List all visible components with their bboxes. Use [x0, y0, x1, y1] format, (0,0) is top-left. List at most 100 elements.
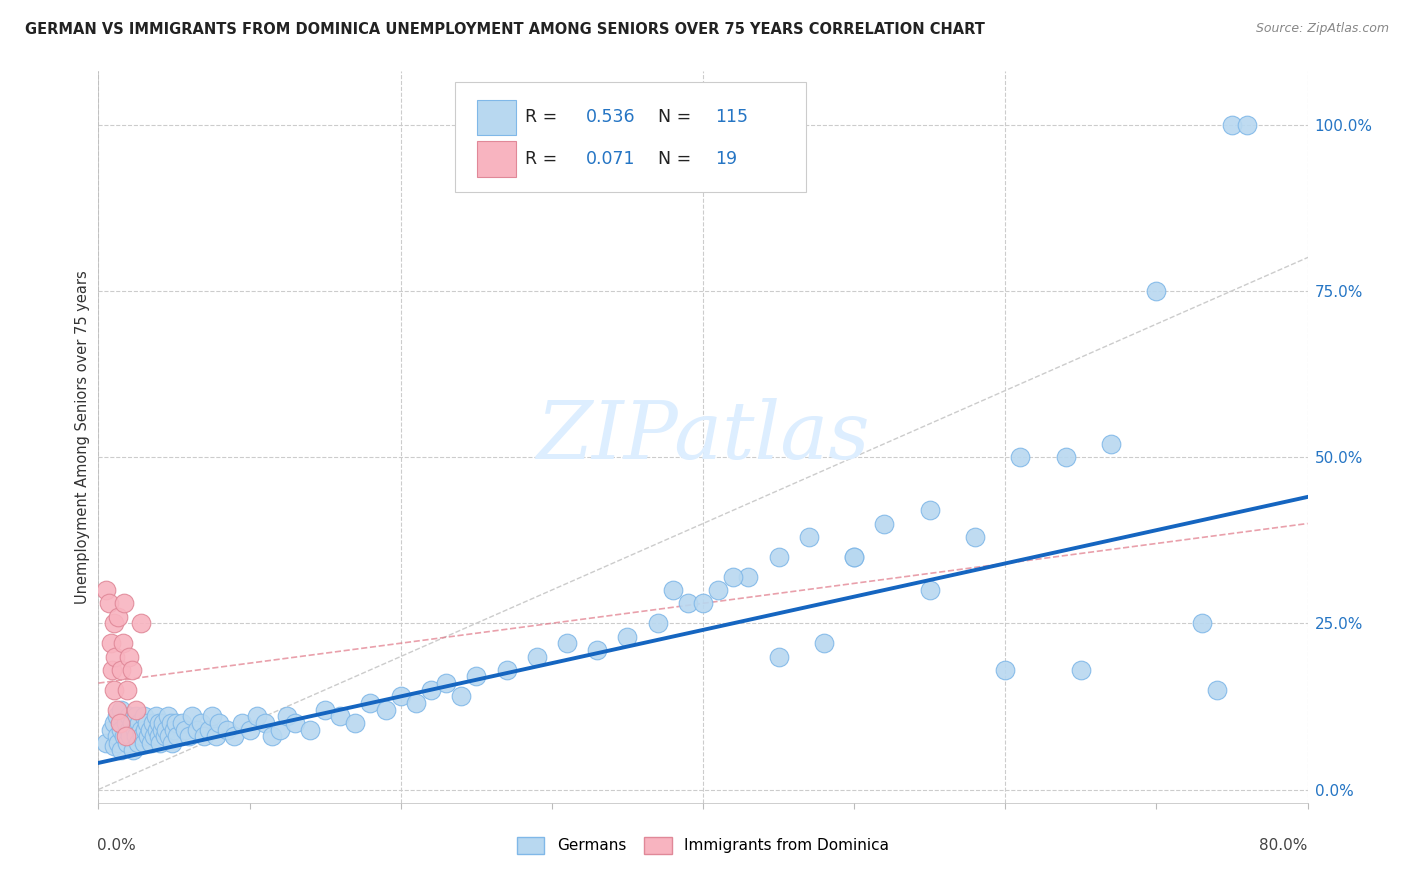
Point — [844, 549, 866, 564]
Point — [105, 709, 128, 723]
Text: R =: R = — [526, 150, 562, 168]
Text: 19: 19 — [716, 150, 737, 168]
Point — [495, 663, 517, 677]
Point — [465, 669, 488, 683]
Point — [127, 736, 149, 750]
Point — [166, 729, 188, 743]
Point — [132, 736, 155, 750]
Point — [420, 682, 443, 697]
Text: N =: N = — [658, 150, 697, 168]
Point — [918, 582, 941, 597]
Point — [128, 716, 150, 731]
Point — [844, 549, 866, 564]
Point — [94, 736, 117, 750]
Point — [165, 716, 187, 731]
Point — [314, 703, 336, 717]
Point — [918, 503, 941, 517]
Point — [136, 729, 159, 743]
Point — [100, 636, 122, 650]
Point — [125, 709, 148, 723]
Point — [94, 582, 117, 597]
Point — [103, 682, 125, 697]
Point — [555, 636, 578, 650]
Point — [105, 703, 128, 717]
Point — [148, 729, 170, 743]
Point — [707, 582, 730, 597]
Text: R =: R = — [526, 109, 562, 127]
Point — [115, 682, 138, 697]
Point — [101, 663, 124, 677]
Point — [692, 596, 714, 610]
FancyBboxPatch shape — [477, 141, 516, 177]
Text: ZIPatlas: ZIPatlas — [536, 399, 870, 475]
Point — [105, 729, 128, 743]
Point — [129, 723, 152, 737]
Point — [104, 649, 127, 664]
Point — [98, 596, 121, 610]
Point — [115, 736, 138, 750]
Point — [129, 616, 152, 631]
Point — [110, 742, 132, 756]
Point — [193, 729, 215, 743]
Point — [723, 570, 745, 584]
Point — [103, 616, 125, 631]
Point — [120, 729, 142, 743]
Point — [141, 736, 163, 750]
Point — [149, 736, 172, 750]
Point — [122, 742, 145, 756]
Text: 80.0%: 80.0% — [1260, 838, 1308, 853]
Point — [170, 716, 193, 731]
Point — [152, 716, 174, 731]
Text: N =: N = — [658, 109, 697, 127]
Point — [150, 723, 173, 737]
Point — [239, 723, 262, 737]
Point — [1206, 682, 1229, 697]
Point — [155, 723, 177, 737]
Point — [374, 703, 396, 717]
Point — [205, 729, 228, 743]
Point — [873, 516, 896, 531]
Point — [110, 663, 132, 677]
Point — [114, 729, 136, 743]
Point — [284, 716, 307, 731]
Point — [1220, 118, 1243, 132]
Point — [135, 716, 157, 731]
Point — [1144, 284, 1167, 298]
Point — [153, 729, 176, 743]
Point — [132, 709, 155, 723]
Point — [768, 649, 790, 664]
Point — [262, 729, 284, 743]
Point — [190, 716, 212, 731]
Point — [1070, 663, 1092, 677]
Point — [118, 649, 141, 664]
Point — [125, 703, 148, 717]
Point — [299, 723, 322, 737]
Point — [118, 723, 141, 737]
Point — [112, 596, 135, 610]
Point — [224, 729, 246, 743]
Point — [994, 663, 1017, 677]
Point — [146, 723, 169, 737]
Point — [813, 636, 835, 650]
Text: 115: 115 — [716, 109, 748, 127]
Point — [616, 630, 638, 644]
Point — [142, 716, 165, 731]
Legend: Germans, Immigrants from Dominica: Germans, Immigrants from Dominica — [517, 837, 889, 854]
Point — [110, 723, 132, 737]
Point — [139, 723, 162, 737]
Y-axis label: Unemployment Among Seniors over 75 years: Unemployment Among Seniors over 75 years — [75, 270, 90, 604]
Point — [118, 709, 141, 723]
Point — [162, 736, 184, 750]
Point — [163, 723, 186, 737]
Point — [112, 729, 135, 743]
Point — [586, 643, 609, 657]
Point — [737, 570, 759, 584]
Point — [156, 709, 179, 723]
Point — [797, 530, 820, 544]
Point — [173, 723, 195, 737]
Point — [661, 582, 683, 597]
Point — [360, 696, 382, 710]
Text: GERMAN VS IMMIGRANTS FROM DOMINICA UNEMPLOYMENT AMONG SENIORS OVER 75 YEARS CORR: GERMAN VS IMMIGRANTS FROM DOMINICA UNEMP… — [25, 22, 986, 37]
Point — [181, 709, 204, 723]
Point — [143, 729, 166, 743]
